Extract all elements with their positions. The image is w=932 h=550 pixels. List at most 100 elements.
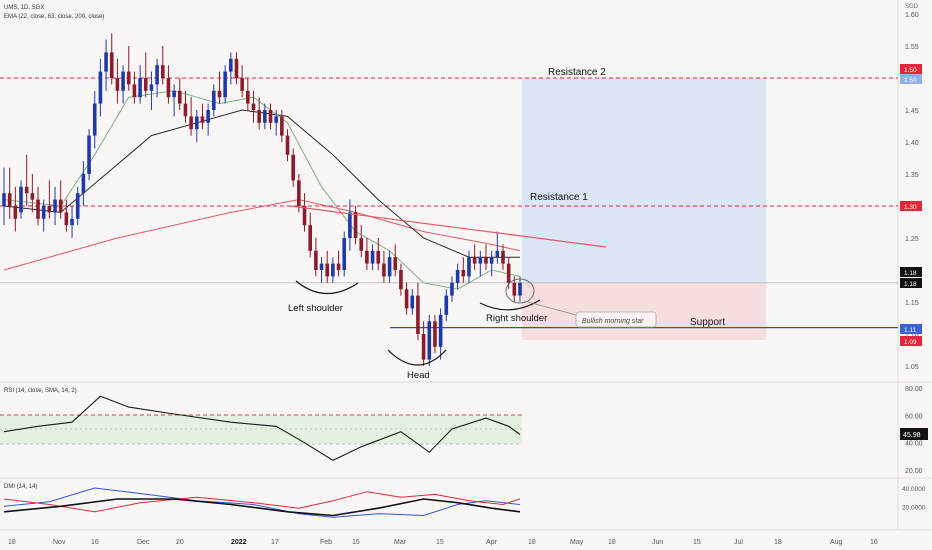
target-zone[interactable]	[522, 78, 766, 283]
ema200-line[interactable]	[3, 199, 521, 271]
candle[interactable]	[98, 58, 103, 117]
candle[interactable]	[36, 186, 40, 226]
candle[interactable]	[132, 71, 137, 104]
candle[interactable]	[280, 110, 284, 142]
candle[interactable]	[30, 174, 35, 213]
candle[interactable]	[484, 244, 488, 270]
candle[interactable]	[160, 46, 165, 85]
candle[interactable]	[75, 186, 80, 226]
candle[interactable]	[143, 52, 148, 98]
candle[interactable]	[302, 193, 307, 232]
candle[interactable]	[81, 161, 86, 206]
head-arc[interactable]	[387, 349, 447, 366]
candle[interactable]	[331, 257, 335, 283]
candle[interactable]	[353, 206, 358, 245]
candle[interactable]	[92, 90, 97, 149]
candle[interactable]	[370, 244, 375, 270]
dmi-plus-line[interactable]	[3, 487, 521, 518]
candle[interactable]	[444, 289, 449, 322]
candle[interactable]	[53, 186, 57, 226]
symbol-line[interactable]: UMS, 1D, SGX	[4, 5, 44, 11]
candle[interactable]	[450, 276, 454, 302]
candle[interactable]	[399, 263, 403, 296]
candle[interactable]	[257, 97, 261, 130]
candle[interactable]	[177, 78, 182, 110]
candle[interactable]	[2, 167, 6, 226]
candle[interactable]	[155, 58, 159, 98]
candle[interactable]	[518, 276, 522, 302]
candle[interactable]	[404, 282, 409, 315]
candle[interactable]	[319, 257, 324, 283]
candle[interactable]	[13, 186, 18, 232]
candle[interactable]	[19, 180, 23, 219]
candle[interactable]	[189, 97, 193, 136]
candle[interactable]	[87, 129, 91, 181]
candle[interactable]	[7, 167, 12, 219]
candle[interactable]	[285, 129, 290, 162]
ema22-line[interactable]	[3, 90, 521, 290]
dmi-title[interactable]: DMI (14, 14)	[4, 484, 37, 490]
candle[interactable]	[365, 238, 369, 270]
candle[interactable]	[416, 282, 420, 341]
candle[interactable]	[478, 250, 483, 277]
candle[interactable]	[109, 33, 114, 85]
candle[interactable]	[291, 148, 295, 187]
candle[interactable]	[41, 199, 46, 232]
candle[interactable]	[138, 65, 142, 104]
candle[interactable]	[47, 180, 52, 219]
candle[interactable]	[382, 250, 386, 283]
candle[interactable]	[149, 71, 154, 110]
candle[interactable]	[251, 90, 256, 123]
candle[interactable]	[206, 103, 210, 136]
right-shoulder-arc[interactable]	[479, 299, 541, 311]
candle[interactable]	[126, 46, 131, 91]
candle[interactable]	[359, 225, 364, 258]
ema-legend[interactable]: EMA (22, close, 63, close, 200, close)	[4, 14, 104, 20]
candle[interactable]	[240, 65, 244, 98]
candle[interactable]	[64, 199, 69, 232]
candle[interactable]	[387, 250, 392, 283]
candle[interactable]	[472, 244, 477, 270]
candle[interactable]	[104, 39, 108, 91]
candle[interactable]	[495, 231, 500, 264]
candle[interactable]	[274, 110, 278, 136]
candle[interactable]	[427, 314, 432, 366]
candle[interactable]	[246, 78, 250, 110]
candle[interactable]	[438, 308, 443, 360]
candle[interactable]	[421, 321, 426, 366]
candle[interactable]	[348, 199, 352, 251]
candle[interactable]	[393, 244, 398, 277]
candle[interactable]	[461, 257, 466, 283]
candle[interactable]	[166, 65, 171, 104]
candle[interactable]	[512, 276, 517, 302]
candle[interactable]	[183, 90, 188, 123]
rsi-line[interactable]	[3, 395, 521, 462]
candle[interactable]	[268, 103, 273, 130]
candle[interactable]	[58, 180, 63, 219]
candle[interactable]	[467, 250, 471, 283]
candle[interactable]	[314, 238, 318, 277]
candle[interactable]	[263, 103, 267, 130]
candle[interactable]	[212, 84, 216, 117]
stop-zone[interactable]	[522, 283, 766, 340]
candle[interactable]	[297, 174, 301, 213]
neckline[interactable]	[289, 205, 607, 248]
candle[interactable]	[24, 154, 29, 206]
dmi-minus-line[interactable]	[3, 491, 521, 513]
candle[interactable]	[172, 84, 176, 117]
candle[interactable]	[433, 314, 437, 354]
candle[interactable]	[455, 263, 460, 290]
candle[interactable]	[223, 65, 227, 104]
morning-star-callout[interactable]	[575, 311, 657, 328]
candle[interactable]	[308, 212, 312, 258]
candle[interactable]	[234, 52, 239, 85]
candle[interactable]	[194, 110, 199, 142]
candle[interactable]	[121, 65, 125, 104]
candle[interactable]	[489, 250, 494, 277]
candle[interactable]	[70, 206, 74, 238]
candle[interactable]	[501, 244, 505, 270]
adx-line[interactable]	[3, 498, 521, 517]
candle[interactable]	[217, 71, 222, 104]
candle[interactable]	[410, 289, 415, 315]
